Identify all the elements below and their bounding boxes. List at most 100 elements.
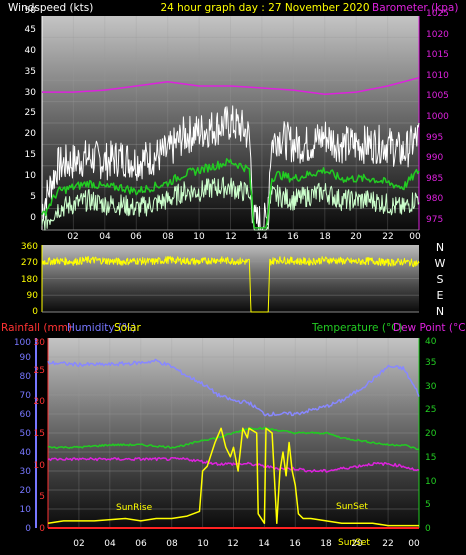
- wind-tick-20: 20: [25, 129, 37, 139]
- hum-tick-20: 20: [20, 486, 32, 496]
- dewpoint-line: [47, 456, 420, 473]
- climate-time-06: 06: [135, 539, 147, 549]
- climate-time-ticks: 02 04 06 08 10 12 14 16 18 20 22 00: [73, 539, 420, 549]
- baro-tick-1000: 1000: [426, 112, 449, 122]
- dewpoint-axis-title: Dew Point (°C): [393, 322, 466, 334]
- wind-tick-50: 50: [25, 6, 37, 16]
- compass-n-bottom: N: [436, 305, 444, 318]
- compass-n-top: N: [436, 241, 444, 254]
- wind-speed-ticks: 0 5 10 15 20 25 30 35 40 45 50: [25, 6, 37, 223]
- wind-low-line: [41, 176, 420, 231]
- rain-tick-15: 15: [34, 429, 45, 439]
- wind-gust-line: [41, 105, 420, 231]
- compass-s: S: [437, 273, 444, 286]
- temp-tick-15: 15: [425, 453, 436, 463]
- temperature-ticks: 0 5 10 15 20 25 30 35 40: [425, 337, 437, 534]
- dir-tick-360: 360: [21, 242, 38, 252]
- sunset-label: SunSet: [336, 502, 368, 512]
- rain-tick-20: 20: [34, 397, 46, 407]
- wind-time-18: 18: [319, 232, 331, 242]
- hum-tick-70: 70: [20, 391, 32, 401]
- hum-tick-10: 10: [20, 505, 32, 515]
- wind-axis-title: Windspeed (kts): [8, 2, 93, 14]
- wind-time-22: 22: [382, 232, 393, 242]
- rainfall-ticks: 0 5 10 15 20 25 30: [34, 338, 46, 534]
- climate-time-04: 04: [104, 539, 116, 549]
- graph-date-title: 24 hour graph day : 27 November 2020: [160, 2, 369, 14]
- climate-time-12: 12: [227, 539, 238, 549]
- hum-tick-30: 30: [20, 467, 32, 477]
- hum-tick-80: 80: [20, 372, 32, 382]
- humidity-axis-title: Humidity (%): [67, 322, 136, 334]
- rain-tick-25: 25: [34, 366, 45, 376]
- wind-series: [41, 76, 420, 231]
- wind-time-16: 16: [287, 232, 299, 242]
- climate-time-20: 20: [351, 539, 363, 549]
- rain-tick-5: 5: [39, 492, 45, 502]
- wind-time-04: 04: [99, 232, 111, 242]
- temp-tick-0: 0: [425, 524, 431, 534]
- solar-line: [47, 427, 419, 527]
- temp-tick-25: 25: [425, 405, 436, 415]
- climate-time-18: 18: [320, 539, 332, 549]
- direction-plot-area: [42, 245, 419, 312]
- climate-time-02: 02: [73, 539, 84, 549]
- climate-time-14: 14: [258, 539, 270, 549]
- climate-time-16: 16: [289, 539, 301, 549]
- baro-tick-975: 975: [426, 215, 443, 225]
- wind-tick-15: 15: [25, 150, 36, 160]
- dir-tick-0: 0: [32, 307, 38, 317]
- wind-time-ticks: 02 04 06 08 10 12 14 16 18 20 22 00: [67, 232, 421, 242]
- baro-tick-995: 995: [426, 133, 443, 143]
- compass-e: E: [437, 289, 444, 302]
- humidity-ticks: 0 10 20 30 40 50 60 70 80 90 100: [14, 338, 31, 534]
- wind-time-00: 00: [409, 232, 421, 242]
- baro-tick-1015: 1015: [426, 50, 449, 60]
- sunset-marker-label: SunSet: [338, 538, 370, 548]
- baro-tick-985: 985: [426, 174, 443, 184]
- wind-time-12: 12: [225, 232, 236, 242]
- compass-labels: N W S E N: [435, 241, 446, 318]
- wind-time-10: 10: [193, 232, 205, 242]
- climate-time-00: 00: [408, 539, 420, 549]
- wind-tick-45: 45: [25, 25, 36, 35]
- climate-time-10: 10: [197, 539, 209, 549]
- hum-tick-0: 0: [25, 524, 31, 534]
- wind-tick-5: 5: [30, 192, 36, 202]
- climate-time-08: 08: [166, 539, 178, 549]
- hum-tick-40: 40: [20, 448, 32, 458]
- temperature-line: [47, 426, 420, 451]
- wind-tick-25: 25: [25, 108, 36, 118]
- rain-tick-10: 10: [34, 461, 46, 471]
- barometer-line: [42, 76, 420, 95]
- wind-time-08: 08: [162, 232, 174, 242]
- climate-time-22: 22: [382, 539, 393, 549]
- temperature-axis-title: Temperature (°C): [311, 322, 403, 334]
- temp-tick-30: 30: [425, 382, 437, 392]
- rain-tick-30: 30: [34, 338, 46, 348]
- wind-tick-0: 0: [30, 213, 36, 223]
- direction-ticks: 360 270 180 90 0: [21, 242, 38, 317]
- baro-tick-990: 990: [426, 153, 443, 163]
- humidity-line: [47, 358, 420, 417]
- direction-series: [41, 255, 420, 313]
- wind-time-14: 14: [256, 232, 268, 242]
- dir-tick-180: 180: [21, 275, 38, 285]
- wind-time-02: 02: [67, 232, 78, 242]
- compass-w: W: [435, 257, 446, 270]
- climate-series: [47, 358, 420, 529]
- solar-axis-title: Solar: [114, 322, 141, 334]
- baro-tick-1010: 1010: [426, 71, 449, 81]
- temp-tick-20: 20: [425, 429, 437, 439]
- temp-tick-10: 10: [425, 477, 437, 487]
- temp-tick-5: 5: [425, 500, 431, 510]
- wind-direction-line: [41, 255, 420, 313]
- barometer-axis-title: Barometer (kpa): [372, 2, 458, 14]
- hum-tick-60: 60: [20, 410, 32, 420]
- wind-time-06: 06: [130, 232, 142, 242]
- wind-tick-40: 40: [25, 46, 37, 56]
- barometer-ticks: 975 980 985 990 995 1000 1005 1010 1015 …: [426, 9, 449, 225]
- hum-tick-90: 90: [20, 353, 32, 363]
